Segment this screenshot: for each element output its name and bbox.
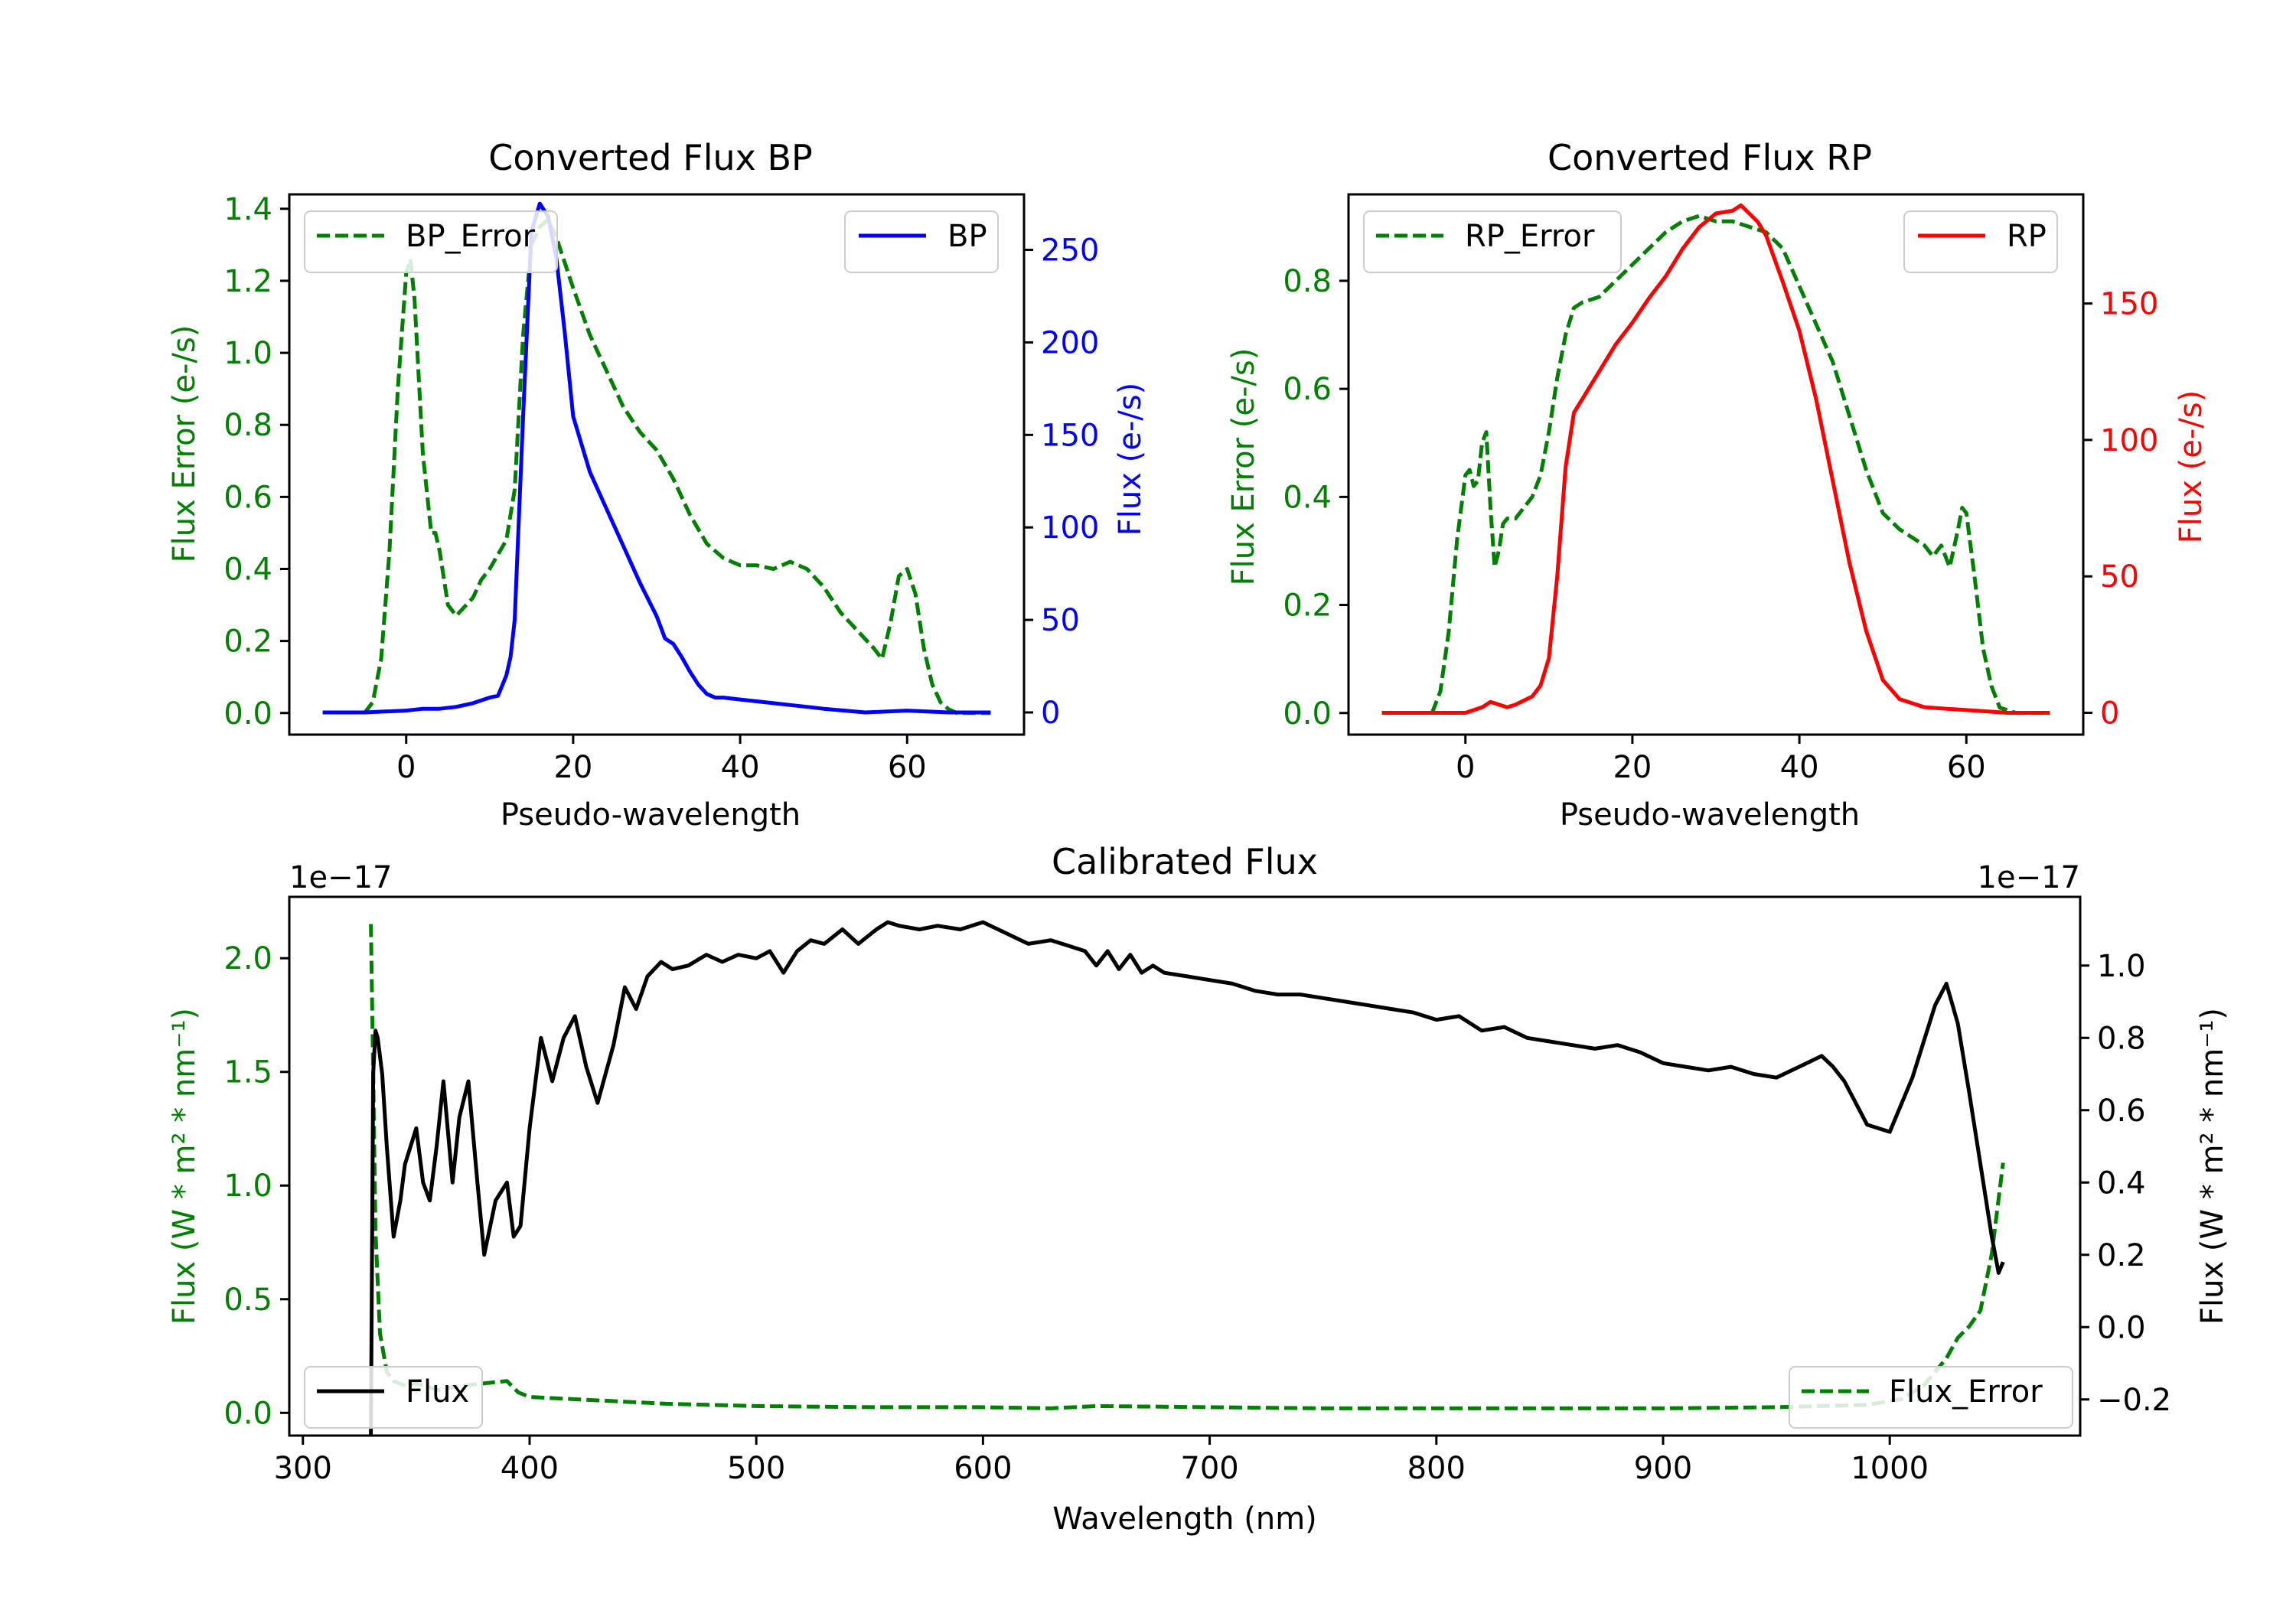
rp-chart-title: Converted Flux RP bbox=[1548, 137, 1872, 178]
bp-right-y-tick-label: 100 bbox=[1041, 510, 1099, 546]
rp-chart-panel: Converted Flux RP Pseudo-wavelength Flux… bbox=[1226, 137, 2209, 833]
cal-right-offset-label: 1e−17 bbox=[1978, 860, 2080, 895]
bp-left-y-tick-label: 0.0 bbox=[223, 696, 272, 732]
rp-x-tick-label: 0 bbox=[1456, 750, 1475, 785]
cal-right-y-tick-label: 0.2 bbox=[2097, 1238, 2146, 1273]
bp-left-y-tick-label: 1.2 bbox=[223, 264, 272, 299]
rp-legend-flux: RP bbox=[1903, 210, 2058, 273]
cal-legend-error: Flux_Error bbox=[1789, 1366, 2073, 1429]
cal-x-tick-label: 900 bbox=[1634, 1451, 1692, 1486]
cal-left-y-tick-label: 0.0 bbox=[223, 1396, 272, 1431]
bp-legend-flux: BP bbox=[844, 210, 999, 273]
cal-series-flux bbox=[369, 920, 2005, 1436]
rp-axes-frame bbox=[1347, 193, 2085, 736]
cal-left-y-tick-label: 0.5 bbox=[223, 1283, 272, 1318]
bp-left-y-tick-label: 1.4 bbox=[223, 192, 272, 227]
calibrated-chart-panel: Calibrated Flux Wavelength (nm) 1e−17 1e… bbox=[167, 841, 2230, 1537]
rp-x-axis-label: Pseudo-wavelength bbox=[1560, 797, 1860, 833]
bp-x-tick-label: 20 bbox=[553, 750, 592, 785]
cal-right-y-tick-label: 0.0 bbox=[2097, 1310, 2146, 1345]
cal-axes-frame bbox=[288, 895, 2082, 1437]
cal-legend-flux-label: Flux bbox=[406, 1374, 469, 1410]
cal-left-y-axis-label: Flux (W * m² * nm⁻¹) bbox=[167, 1008, 202, 1325]
bp-right-y-tick-label: 0 bbox=[1041, 696, 1060, 731]
rp-right-y-tick-label: 50 bbox=[2100, 559, 2139, 595]
cal-right-y-tick-label: 1.0 bbox=[2097, 949, 2146, 984]
cal-x-tick-label: 600 bbox=[954, 1451, 1012, 1486]
cal-left-y-tick-label: 2.0 bbox=[223, 941, 272, 976]
bp-left-y-tick-label: 0.8 bbox=[223, 408, 272, 443]
rp-legend-error-label: RP_Error bbox=[1465, 219, 1595, 254]
rp-left-y-tick-label: 0.8 bbox=[1283, 264, 1332, 299]
cal-right-y-tick-label: 0.4 bbox=[2097, 1165, 2146, 1201]
cal-x-tick-label: 700 bbox=[1180, 1451, 1238, 1486]
bp-x-axis-label: Pseudo-wavelength bbox=[501, 797, 801, 833]
rp-right-y-axis-label: Flux (e-/s) bbox=[2174, 390, 2209, 543]
bp-legend-flux-label: BP bbox=[947, 219, 987, 254]
cal-chart-title: Calibrated Flux bbox=[1052, 841, 1318, 882]
rp-right-y-tick-label: 100 bbox=[2100, 423, 2158, 458]
rp-x-tick-label: 20 bbox=[1613, 750, 1652, 785]
bp-x-tick-label: 60 bbox=[888, 750, 927, 785]
rp-x-tick-label: 60 bbox=[1947, 750, 1986, 785]
bp-right-y-tick-label: 50 bbox=[1041, 603, 1080, 638]
cal-legend-flux: Flux bbox=[304, 1366, 483, 1429]
bp-left-y-axis-label: Flux Error (e-/s) bbox=[167, 325, 202, 563]
rp-left-y-tick-label: 0.4 bbox=[1283, 480, 1332, 515]
bp-legend-error: BP_Error bbox=[304, 210, 558, 273]
rp-legend-error: RP_Error bbox=[1363, 210, 1622, 273]
bp-axes-frame bbox=[288, 193, 1026, 736]
rp-legend-flux-label: RP bbox=[2007, 219, 2047, 254]
cal-x-tick-label: 300 bbox=[274, 1451, 332, 1486]
cal-left-offset-label: 1e−17 bbox=[289, 860, 392, 895]
cal-right-y-axis-label: Flux (W * m² * nm⁻¹) bbox=[2195, 1008, 2230, 1325]
bp-chart-title: Converted Flux BP bbox=[488, 137, 813, 178]
bp-left-y-tick-label: 1.0 bbox=[223, 336, 272, 371]
bp-right-y-tick-label: 250 bbox=[1041, 233, 1099, 269]
cal-left-y-tick-label: 1.0 bbox=[223, 1169, 272, 1204]
bp-right-y-axis-label: Flux (e-/s) bbox=[1113, 383, 1148, 536]
bp-chart-panel: Converted Flux BP Pseudo-wavelength Flux… bbox=[167, 137, 1148, 833]
cal-right-y-tick-label: −0.2 bbox=[2097, 1383, 2171, 1418]
bp-legend-error-label: BP_Error bbox=[406, 219, 536, 254]
rp-right-y-tick-label: 150 bbox=[2100, 287, 2158, 322]
cal-right-y-tick-label: 0.8 bbox=[2097, 1021, 2146, 1056]
cal-legend-error-label: Flux_Error bbox=[1889, 1374, 2043, 1410]
rp-series-rp-error bbox=[1430, 214, 2050, 715]
cal-x-tick-label: 400 bbox=[501, 1451, 559, 1486]
cal-x-axis-label: Wavelength (nm) bbox=[1052, 1501, 1317, 1537]
cal-x-tick-label: 800 bbox=[1407, 1451, 1466, 1486]
rp-right-y-tick-label: 0 bbox=[2100, 696, 2119, 731]
rp-left-y-tick-label: 0.0 bbox=[1283, 696, 1332, 732]
cal-x-tick-label: 500 bbox=[727, 1451, 785, 1486]
bp-x-tick-label: 40 bbox=[721, 750, 760, 785]
bp-x-tick-label: 0 bbox=[396, 750, 416, 785]
rp-left-y-tick-label: 0.6 bbox=[1283, 372, 1332, 407]
bp-right-y-tick-label: 200 bbox=[1041, 325, 1099, 360]
bp-left-y-tick-label: 0.2 bbox=[223, 624, 272, 660]
bp-left-y-tick-label: 0.6 bbox=[223, 480, 272, 515]
cal-right-y-tick-label: 0.6 bbox=[2097, 1094, 2146, 1129]
cal-left-y-tick-label: 1.5 bbox=[223, 1055, 272, 1090]
bp-right-y-tick-label: 150 bbox=[1041, 418, 1099, 453]
bp-left-y-tick-label: 0.4 bbox=[223, 552, 272, 587]
cal-x-tick-label: 1000 bbox=[1851, 1451, 1929, 1486]
bp-series-bp-error bbox=[363, 217, 991, 715]
rp-x-tick-label: 40 bbox=[1780, 750, 1819, 785]
rp-left-y-axis-label: Flux Error (e-/s) bbox=[1226, 348, 1261, 586]
bp-series-bp bbox=[322, 201, 991, 715]
rp-series-rp bbox=[1381, 203, 2050, 715]
rp-left-y-tick-label: 0.2 bbox=[1283, 588, 1332, 624]
